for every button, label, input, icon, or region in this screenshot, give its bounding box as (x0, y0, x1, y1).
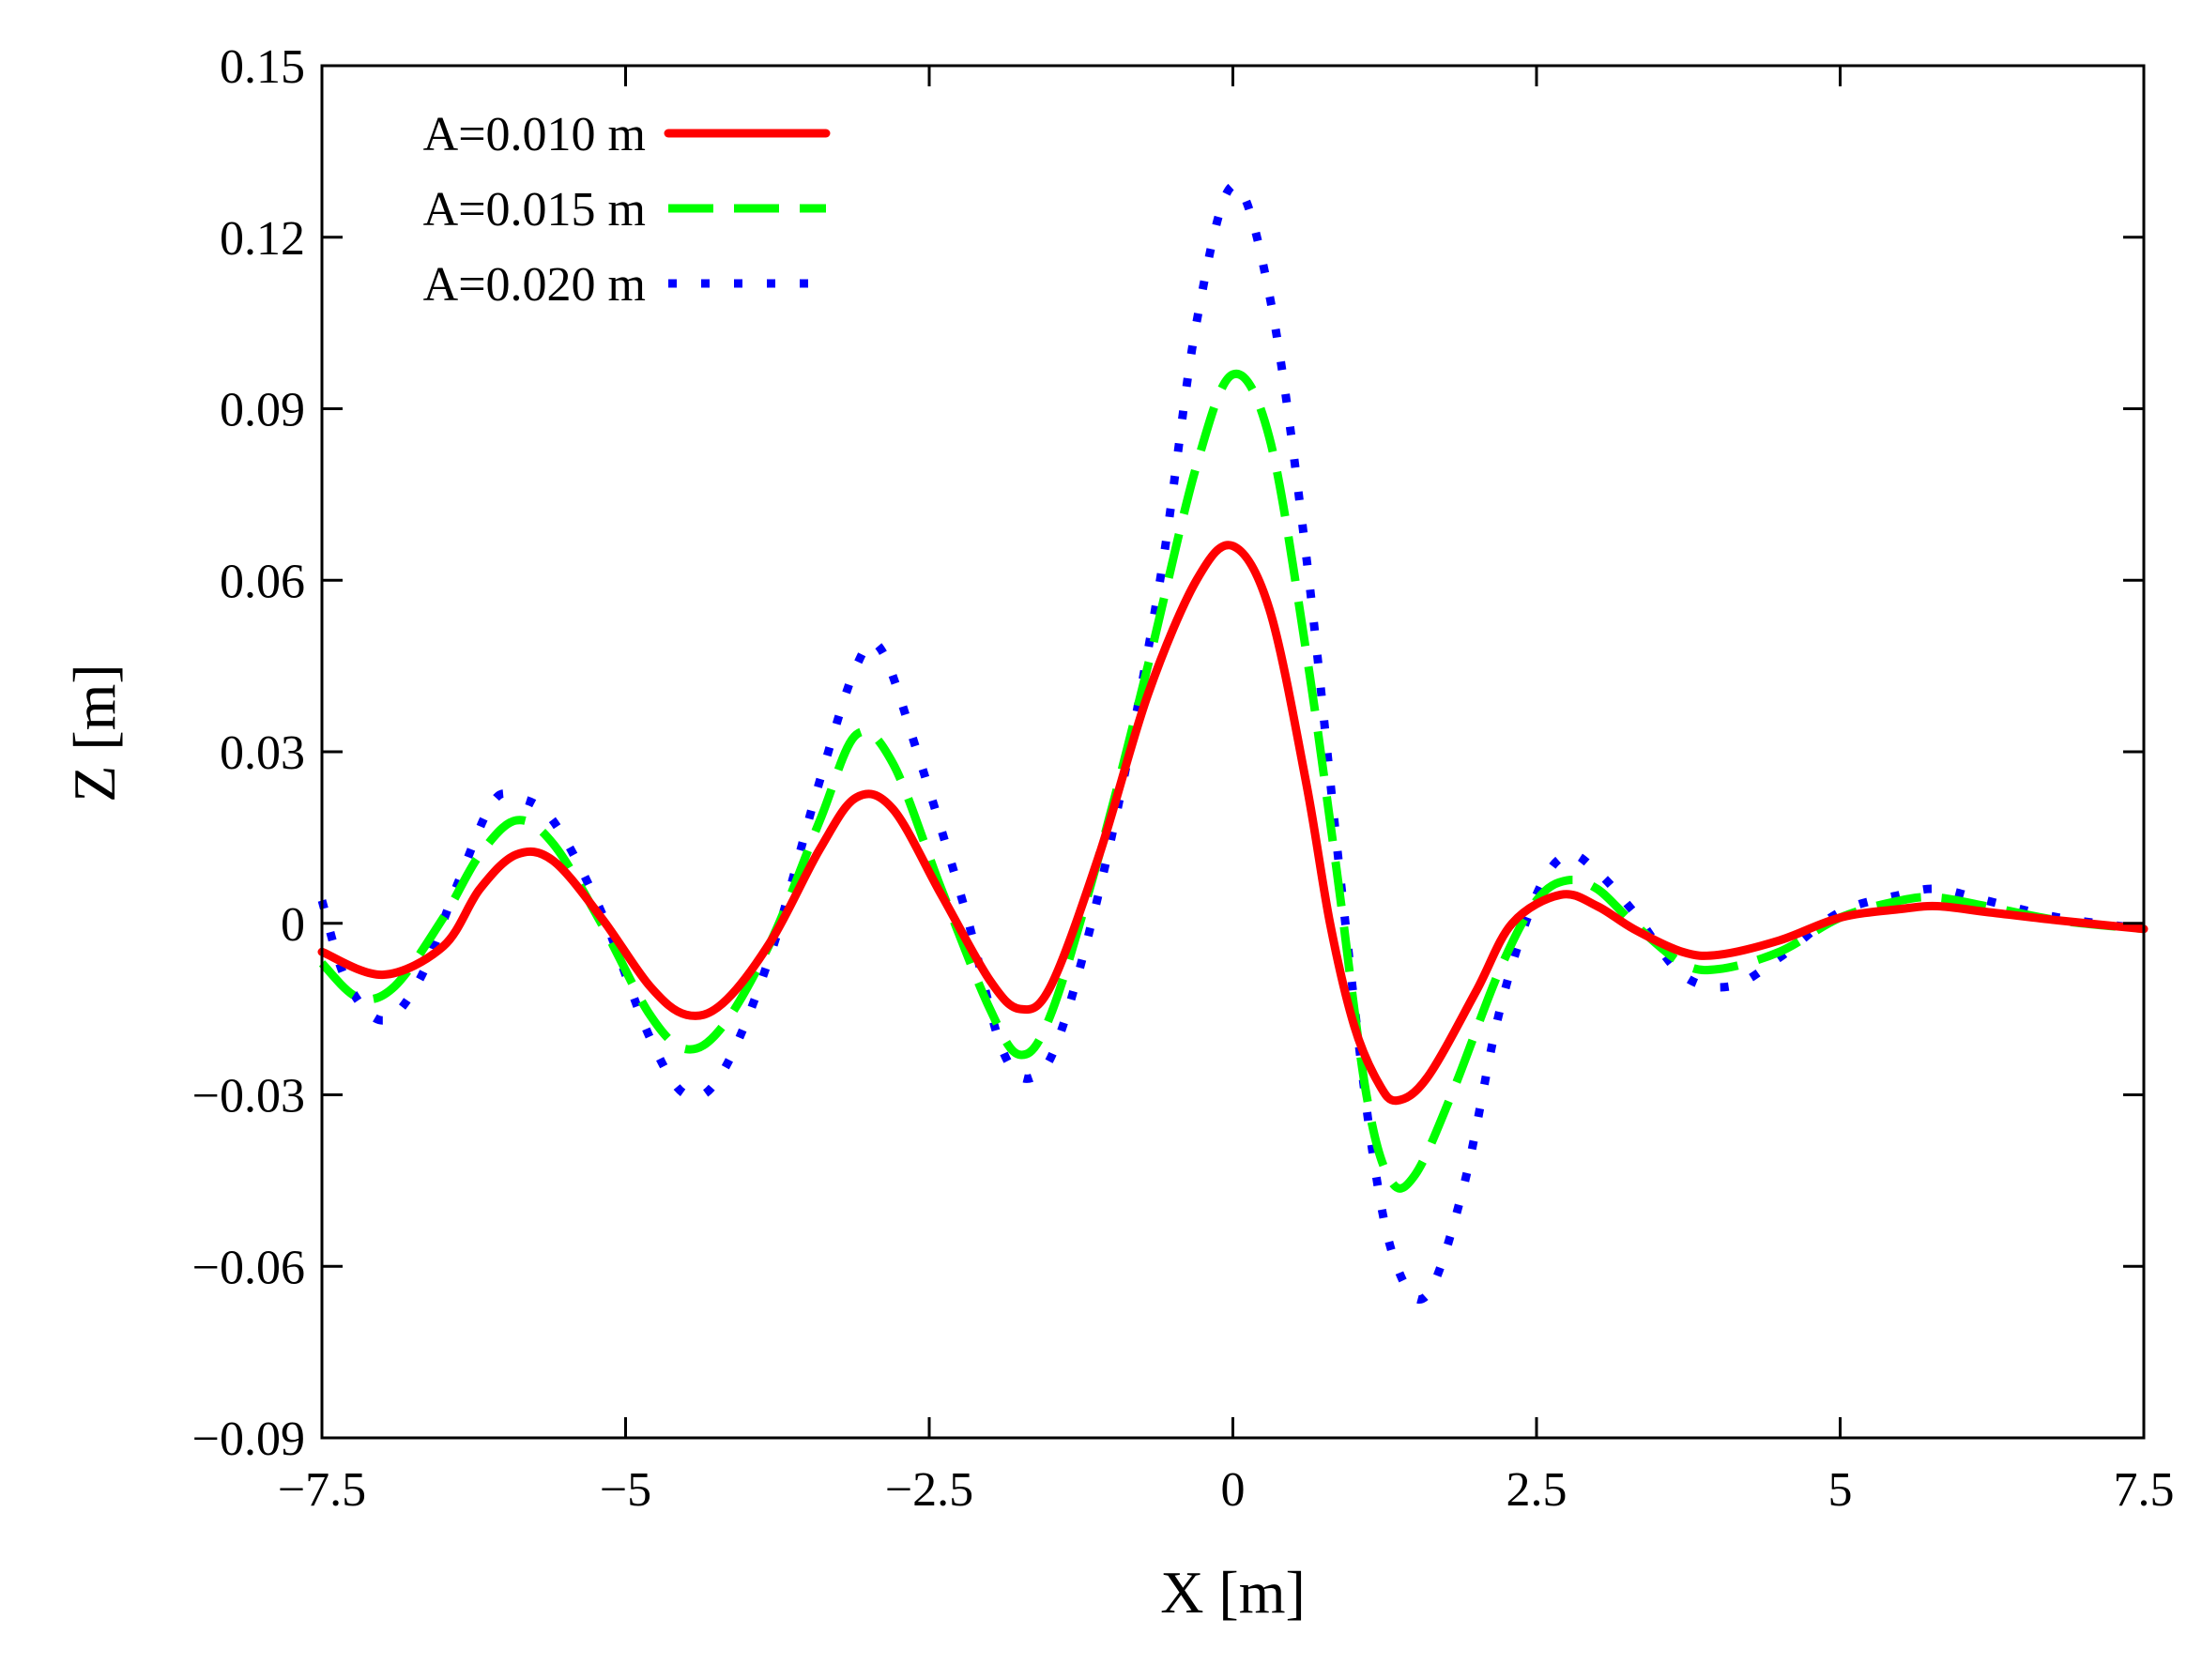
x-tick-label: 5 (1828, 1463, 1853, 1517)
x-tick-label: −7.5 (278, 1463, 366, 1517)
tick-labels-layer: −7.5 −5 −2.5 0 2.5 5 7.5 −0.09 −0.06 −0.03 0 0.03 0.… (192, 40, 2175, 1517)
x-tick-label: 7.5 (2114, 1463, 2175, 1517)
series-line-1 (318, 369, 2145, 1193)
y-tick-label: 0.09 (220, 384, 305, 437)
y-tick-label: 0.15 (220, 40, 305, 94)
y-tick-label: 0.03 (220, 726, 305, 780)
series-line-2 (317, 181, 2145, 1304)
x-tick-label: −5 (600, 1463, 651, 1517)
y-tick-label: −0.06 (192, 1241, 305, 1294)
x-tick-label: −2.5 (885, 1463, 973, 1517)
y-axis-title: Z [m] (61, 664, 128, 802)
curves-layer (317, 181, 2148, 1304)
legend-label: A=0.015 m (423, 183, 646, 237)
ticks-layer (320, 64, 2146, 1440)
x-tick-label: 0 (1221, 1463, 1246, 1517)
x-axis-title: X [m] (1160, 1559, 1306, 1626)
y-tick-label: 0 (281, 898, 305, 952)
legend: A=0.010 m A=0.015 m A=0.020 m (423, 108, 831, 312)
y-tick-label: −0.03 (192, 1070, 305, 1123)
legend-label: A=0.010 m (423, 108, 646, 161)
y-tick-label: −0.09 (192, 1413, 305, 1466)
y-tick-label: 0.06 (220, 555, 305, 608)
series-line-0 (317, 541, 2148, 1106)
legend-label: A=0.020 m (423, 258, 646, 312)
x-tick-label: 2.5 (1506, 1463, 1567, 1517)
y-tick-label: 0.12 (220, 212, 305, 266)
